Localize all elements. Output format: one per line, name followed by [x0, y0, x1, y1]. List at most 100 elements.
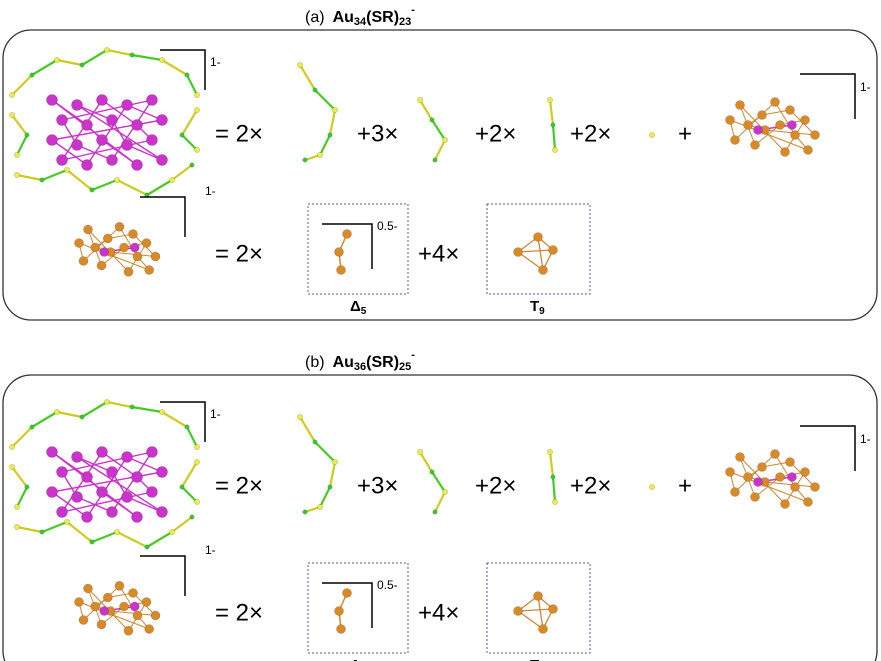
bond [76, 104, 163, 161]
atom [54, 57, 60, 63]
bond [111, 99, 153, 161]
atom [132, 251, 143, 262]
atom [141, 597, 152, 607]
bond [181, 134, 198, 151]
atom [725, 467, 735, 477]
atom [89, 187, 95, 193]
atom [735, 452, 745, 462]
bond [551, 124, 557, 151]
atom [317, 152, 323, 158]
atom [71, 491, 83, 503]
atom [83, 224, 93, 235]
charge: 1- [205, 184, 216, 198]
atom [548, 245, 558, 255]
bond [41, 520, 68, 534]
atom [750, 492, 760, 502]
bond [517, 249, 554, 253]
atom [332, 107, 338, 113]
bond [146, 531, 173, 548]
atom [104, 399, 110, 405]
atom [81, 471, 93, 483]
atom [312, 87, 318, 93]
atom [46, 134, 58, 146]
atom [103, 233, 113, 244]
bond [11, 114, 28, 136]
bond [314, 89, 336, 111]
charge: 1- [205, 543, 216, 557]
charge-bracket [322, 223, 373, 269]
atom [334, 247, 344, 257]
charge-bracket [140, 196, 186, 237]
text-part: (b) [305, 354, 325, 371]
panel-frame [2, 29, 878, 321]
atom [119, 601, 129, 612]
bond [548, 451, 555, 478]
bond [91, 530, 118, 544]
atom [312, 439, 318, 445]
bond [86, 104, 128, 166]
panel-title: (b) Au36(SR)25- [305, 349, 415, 373]
atom [119, 242, 129, 253]
atom [442, 489, 448, 495]
bond [16, 173, 43, 182]
panel-frame [2, 374, 878, 661]
atom [336, 265, 346, 275]
fragment-box [486, 203, 591, 295]
atom [106, 466, 118, 478]
fragment-box [486, 562, 591, 654]
atom [146, 94, 158, 106]
atom [121, 451, 133, 463]
atom [780, 147, 790, 157]
text-part: (a) [305, 9, 325, 26]
atom [106, 154, 118, 166]
atom [103, 592, 113, 603]
atom [146, 486, 158, 498]
atom [803, 497, 813, 507]
atom [128, 229, 138, 239]
atom [342, 588, 352, 598]
atom [96, 134, 108, 146]
atom [785, 105, 795, 115]
atom [194, 499, 200, 505]
atom [810, 130, 820, 140]
coefficient: + [678, 472, 692, 499]
atom [770, 97, 780, 107]
bond [431, 471, 446, 493]
atom [114, 529, 120, 535]
bond [764, 129, 816, 136]
bond [126, 456, 163, 473]
bond [91, 178, 118, 192]
atom [74, 238, 84, 248]
atom [79, 62, 85, 68]
atom [9, 92, 15, 98]
bond [16, 525, 43, 534]
bond [537, 595, 544, 630]
bond [299, 416, 316, 443]
atom [327, 484, 333, 490]
bond [319, 134, 331, 156]
coefficient: +3× [357, 120, 398, 147]
atom [14, 152, 20, 158]
bond [299, 64, 316, 91]
atom [156, 466, 168, 478]
bond [110, 251, 156, 257]
bond [181, 486, 198, 503]
atom [29, 72, 35, 78]
atom [753, 477, 763, 487]
bond [126, 144, 163, 161]
atom [442, 137, 448, 143]
atom [131, 119, 143, 131]
bond [66, 169, 93, 191]
atom [90, 242, 100, 253]
atom [90, 601, 100, 612]
coefficient: + [678, 120, 692, 147]
bond [434, 491, 446, 513]
atom [775, 472, 785, 482]
fragment-box [307, 203, 409, 295]
text-part: Δ [350, 657, 361, 661]
atom [71, 139, 83, 151]
atom [179, 484, 185, 490]
atom [96, 446, 108, 458]
atom [74, 597, 84, 607]
